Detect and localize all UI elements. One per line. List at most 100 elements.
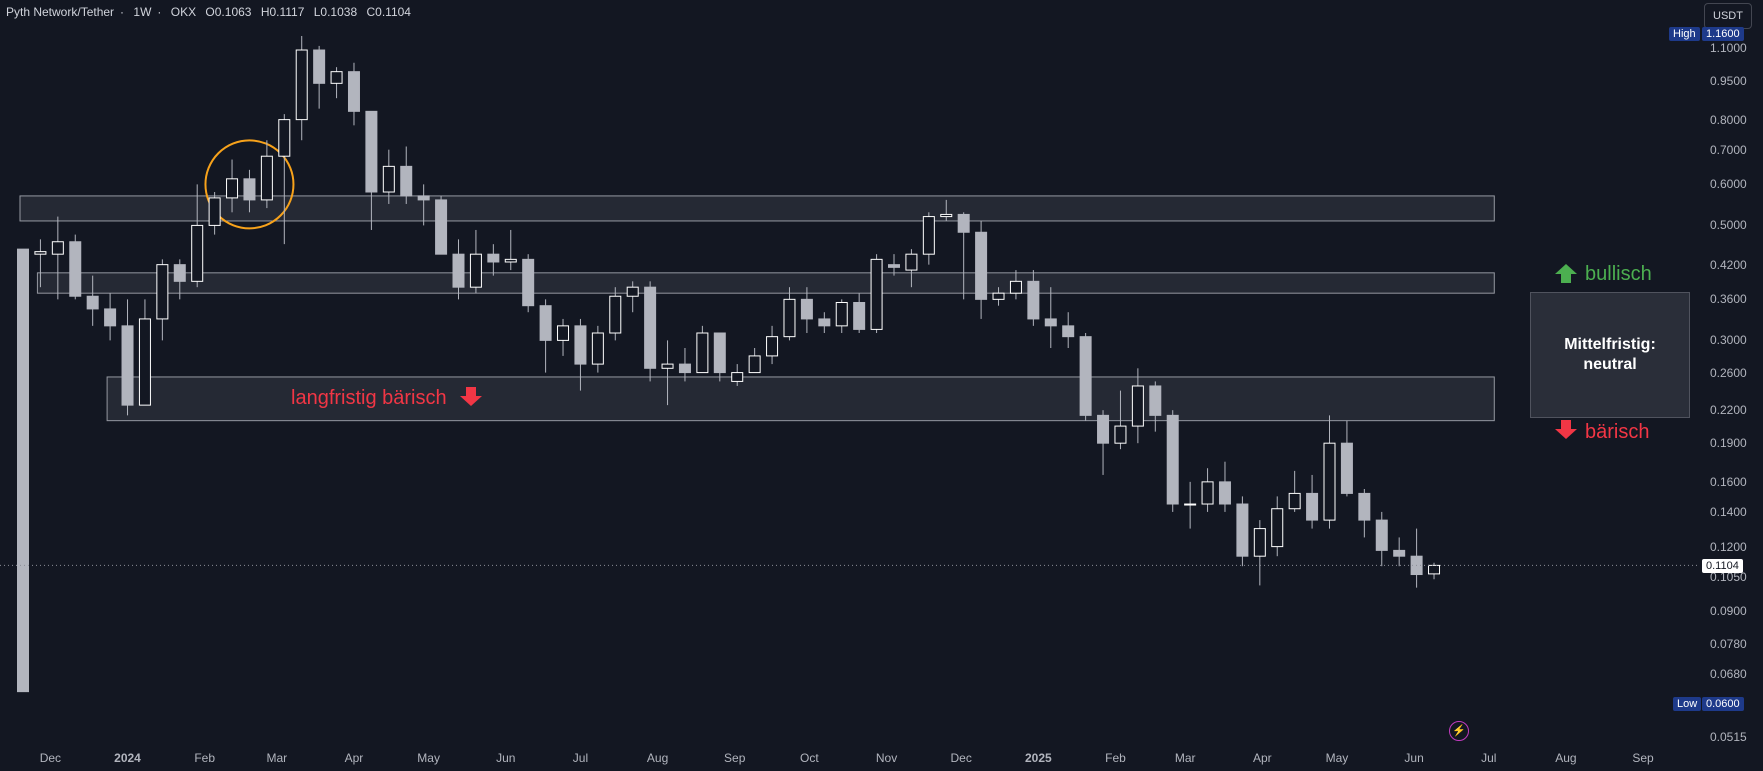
- candle: [940, 199, 953, 221]
- candle: [504, 229, 517, 271]
- candle-body-down: [347, 71, 360, 112]
- interval[interactable]: 1W: [133, 5, 152, 19]
- x-tick-label: May: [1325, 751, 1349, 765]
- candle-body-down: [365, 110, 378, 193]
- candle-body-down: [644, 286, 657, 369]
- candle: [487, 244, 500, 276]
- candle: [1079, 333, 1092, 421]
- arrow-down-icon: [460, 387, 483, 407]
- candle: [86, 275, 99, 326]
- candle: [1288, 470, 1301, 512]
- candle: [1009, 270, 1022, 300]
- x-tick-label: Jun: [1404, 751, 1424, 765]
- candle: [226, 159, 239, 213]
- candle: [1393, 537, 1406, 567]
- x-tick-label: Jun: [496, 751, 516, 765]
- candle-body-up: [696, 332, 709, 374]
- candle: [1253, 520, 1266, 586]
- y-tick-label: 0.7000: [1710, 142, 1747, 157]
- candle: [870, 254, 883, 334]
- candle-body-down: [818, 318, 831, 327]
- x-tick-label: Jul: [572, 751, 589, 765]
- candle-body-down: [173, 264, 186, 282]
- mid-term-box: Mittelfristig: neutral: [1530, 292, 1690, 418]
- candle-body-down: [539, 305, 552, 341]
- chart-header: Pyth Network/Tether · 1W · OKX O0.1063 H0.…: [6, 5, 417, 19]
- lightning-icon[interactable]: ⚡: [1449, 721, 1469, 741]
- candle: [1340, 420, 1353, 497]
- ohlc-low: L0.1038: [313, 5, 358, 19]
- candle: [1375, 511, 1388, 567]
- candle: [208, 192, 221, 235]
- y-tick-label: 0.1400: [1710, 504, 1747, 519]
- candle-body-up: [1184, 503, 1197, 506]
- candle: [365, 110, 378, 230]
- candle: [1097, 410, 1110, 475]
- candle-body-up: [992, 292, 1005, 300]
- candle-body-up: [1201, 481, 1214, 505]
- currency-button[interactable]: USDT: [1704, 3, 1752, 29]
- candle-body-up: [835, 301, 848, 327]
- candle-body-down: [1166, 414, 1179, 505]
- candle: [1306, 474, 1319, 529]
- bullish-label: bullisch: [1585, 263, 1652, 285]
- candle: [957, 212, 970, 300]
- candle-body-down: [17, 248, 29, 693]
- candle: [347, 62, 360, 126]
- ohlc-close: C0.1104: [366, 5, 411, 19]
- candle: [591, 325, 604, 373]
- candle-body-up: [731, 372, 744, 382]
- high-value-tag: 1.1600: [1702, 27, 1744, 41]
- y-tick-label: 0.1600: [1710, 474, 1747, 489]
- y-tick-label: 0.3000: [1710, 333, 1747, 348]
- candle-body-up: [783, 298, 796, 338]
- y-tick-label: 0.0900: [1710, 604, 1747, 619]
- y-tick-label: 0.5000: [1710, 218, 1747, 233]
- y-tick-label: 0.3600: [1710, 292, 1747, 307]
- bearish-note: bärisch: [1555, 420, 1649, 444]
- candle-body-down: [1097, 414, 1110, 444]
- candle-body-down: [1079, 336, 1092, 416]
- candle: [1271, 496, 1284, 557]
- candle-body-down: [800, 298, 813, 320]
- candle: [173, 259, 186, 300]
- candle-body-down: [313, 49, 326, 84]
- candle-body-down: [1306, 492, 1319, 521]
- arrow-down-icon: [1555, 420, 1577, 440]
- candle: [905, 249, 918, 288]
- symbol-name[interactable]: Pyth Network/Tether: [6, 5, 115, 19]
- candle: [1201, 468, 1214, 512]
- candle-body-down: [678, 363, 691, 374]
- candle: [557, 318, 570, 356]
- candle-body-up: [138, 318, 151, 406]
- x-tick-label: Aug: [646, 751, 669, 765]
- ohlc-open: O0.1063: [205, 5, 252, 19]
- candle: [1410, 528, 1423, 588]
- candle: [696, 325, 709, 374]
- candle-body-up: [940, 213, 953, 218]
- candle-body-up: [1114, 425, 1127, 444]
- candle: [104, 293, 117, 341]
- ohlc-high: H0.1117: [260, 5, 305, 19]
- candle: [69, 234, 82, 300]
- candle: [1323, 415, 1336, 529]
- candle: [888, 254, 900, 276]
- candle-body-up: [191, 224, 204, 282]
- candle-body-down: [1236, 503, 1249, 557]
- candle-body-up: [626, 286, 639, 297]
- highlight-circle: [204, 139, 295, 230]
- bullish-note: bullisch: [1555, 263, 1652, 286]
- highlight-circle-layer: [204, 139, 295, 230]
- candle: [522, 254, 535, 313]
- candle-body-down: [243, 178, 256, 201]
- last-price-tag: 0.1104: [1702, 559, 1743, 573]
- candle: [748, 348, 761, 374]
- candle: [330, 67, 343, 99]
- candle-body-up: [278, 119, 291, 157]
- candle-body-down: [104, 308, 117, 327]
- candle: [34, 239, 47, 288]
- y-tick-label: 0.4200: [1710, 257, 1747, 272]
- candle-body-up: [905, 253, 918, 271]
- candle: [713, 332, 726, 382]
